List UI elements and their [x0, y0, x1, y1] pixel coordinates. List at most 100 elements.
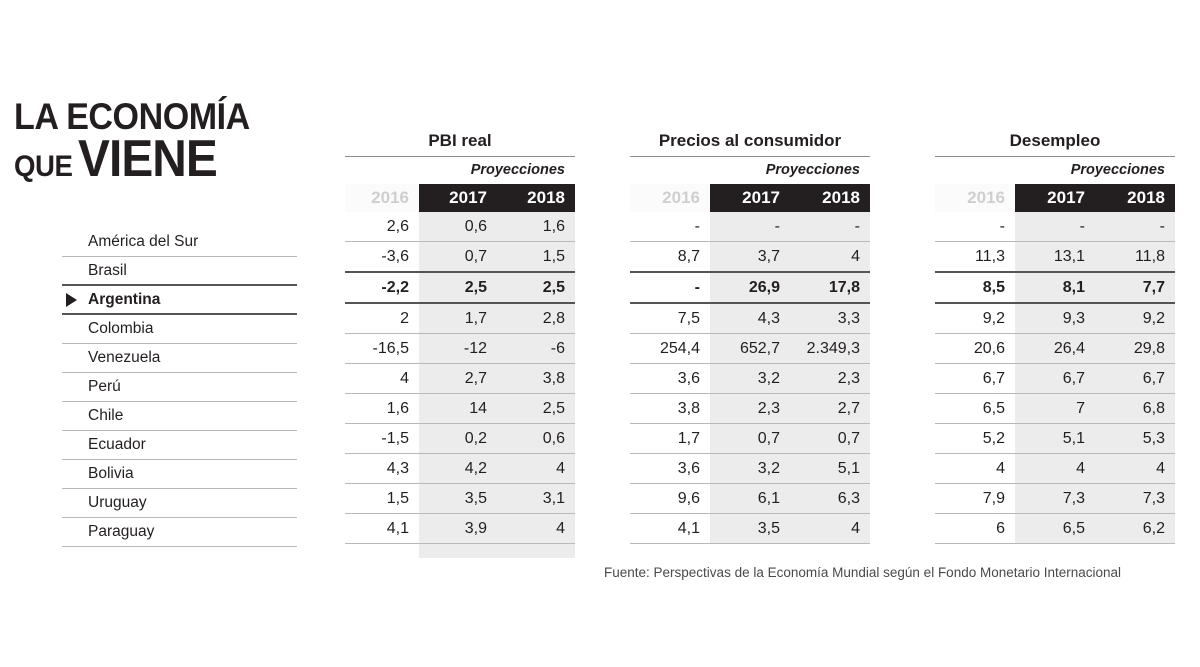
table-row: -16,5 -12 -6 — [345, 334, 575, 364]
data-cell: 3,7 — [757, 247, 780, 265]
table-row: 9,6 6,1 6,3 — [630, 484, 870, 514]
country-list: América del Sur Brasil Argentina Colombia Ve… — [62, 228, 297, 547]
data-cell: 6,8 — [1142, 399, 1165, 417]
data-cell: 6,7 — [1062, 369, 1085, 387]
data-cell: 9,6 — [677, 489, 700, 507]
data-block-pbi-real: PBI real Proyecciones 2016 2017 2018 2,6 0,6 1,… — [345, 130, 575, 558]
data-cell: 1,6 — [386, 399, 409, 417]
table-row: --- — [935, 212, 1175, 242]
data-cell: 6,1 — [757, 489, 780, 507]
table-row: 9,2 9,3 9,2 — [935, 304, 1175, 334]
block-title: Precios al consumidor — [658, 131, 842, 150]
data-cell: 4 — [851, 247, 860, 265]
country-name: América del Sur — [88, 233, 199, 250]
data-cell: 0,6 — [542, 429, 565, 447]
table-row: 1,5 3,5 3,1 — [345, 484, 575, 514]
header-rule — [935, 156, 1175, 157]
block-title: Desempleo — [1009, 131, 1101, 150]
data-cell: 8,7 — [677, 247, 700, 265]
country-row: Ecuador — [62, 431, 297, 460]
data-cell: 3,6 — [677, 369, 700, 387]
data-cell: - — [694, 217, 700, 235]
data-cell: -6 — [550, 339, 565, 357]
data-cell: 9,2 — [1142, 309, 1165, 327]
data-cell: 1,5 — [386, 489, 409, 507]
data-cell: 0,7 — [757, 429, 780, 447]
table-row: 20,6 26,4 29,8 — [935, 334, 1175, 364]
country-name: Bolivia — [88, 465, 134, 482]
data-cell: 7 — [1076, 399, 1085, 417]
data-cell: 3,5 — [464, 489, 487, 507]
projections-label: Proyecciones — [345, 157, 575, 184]
data-cell: 3,1 — [542, 489, 565, 507]
data-cell: 4,3 — [386, 459, 409, 477]
projections-text: Proyecciones — [1070, 162, 1165, 178]
column-header-2017: 2017 — [1015, 184, 1095, 212]
country-name: Venezuela — [88, 349, 161, 366]
table-row: 6,5 7 6,8 — [935, 394, 1175, 424]
country-row: Brasil — [62, 257, 297, 286]
projections-text: Proyecciones — [470, 162, 565, 178]
data-cell: 0,6 — [464, 217, 487, 235]
data-cell: - — [1079, 217, 1085, 235]
data-cell: 2,8 — [542, 309, 565, 327]
country-name: Uruguay — [88, 494, 147, 511]
table-row: --- — [630, 212, 870, 242]
column-header-2018: 2018 — [1095, 184, 1175, 212]
data-cell: 652,7 — [739, 339, 780, 357]
data-cell: 6,5 — [1062, 519, 1085, 537]
country-name: Paraguay — [88, 523, 155, 540]
data-cell: - — [774, 217, 780, 235]
data-cell: 3,5 — [757, 519, 780, 537]
table-row: 5,2 5,1 5,3 — [935, 424, 1175, 454]
headline-line-2: QUE VIENE — [14, 133, 308, 185]
data-cell: 14 — [469, 399, 487, 417]
year-header-row: 2016 2017 2018 — [345, 184, 575, 212]
country-row: Colombia — [62, 315, 297, 344]
header-rule — [630, 156, 870, 157]
table-row: 3,8 2,3 2,7 — [630, 394, 870, 424]
triangle-marker-icon — [66, 292, 77, 307]
projection-column-band — [710, 212, 870, 544]
data-rows: - - - 11,3 13,1 11,8 8,5 8,1 7,7 9,2 9,3 9,2 20,6 26,… — [935, 212, 1175, 544]
data-cell: - — [1159, 217, 1165, 235]
projections-label: Proyecciones — [630, 157, 870, 184]
year-header-row: 2016 2017 2018 — [630, 184, 870, 212]
data-cell: 5,1 — [837, 459, 860, 477]
table-row: 11,3 13,1 11,8 — [935, 242, 1175, 273]
data-cell: 3,9 — [464, 519, 487, 537]
data-cell: 8,1 — [1062, 278, 1085, 296]
data-cell: 4 — [996, 459, 1005, 477]
data-cell: 1,7 — [677, 429, 700, 447]
country-row: Bolivia — [62, 460, 297, 489]
data-cell: -16,5 — [372, 339, 409, 357]
data-cell: 6,7 — [1142, 369, 1165, 387]
table-row: 1,7 0,7 0,7 — [630, 424, 870, 454]
data-cell: 11,8 — [1135, 247, 1165, 265]
country-name: Argentina — [88, 290, 161, 308]
data-cell: 2,7 — [464, 369, 487, 387]
table-row: 254,4 652,7 2.349,3 — [630, 334, 870, 364]
country-row: América del Sur — [62, 228, 297, 257]
source-note: Fuente: Perspectivas de la Economía Mund… — [604, 565, 1122, 580]
projection-column-band — [419, 212, 575, 544]
data-cell: 13,1 — [1053, 247, 1085, 265]
column-header-2016: 2016 — [345, 184, 419, 212]
data-cell: -2,2 — [381, 278, 409, 296]
data-cell: 4 — [400, 369, 409, 387]
data-cell: 9,2 — [982, 309, 1005, 327]
table-row: 7,5 4,3 3,3 — [630, 304, 870, 334]
table-row: 1,6 14 2,5 — [345, 394, 575, 424]
data-block-precios-al-consumidor: Precios al consumidor Proyecciones 2016 201… — [630, 130, 870, 544]
data-cell: 2,6 — [386, 217, 409, 235]
data-cell: 2,3 — [757, 399, 780, 417]
data-cell: 7,5 — [677, 309, 700, 327]
data-cell: 2,5 — [464, 278, 487, 296]
country-row: Argentina — [62, 286, 297, 315]
data-cell: 4,1 — [677, 519, 700, 537]
year-header-row: 2016 2017 2018 — [935, 184, 1175, 212]
table-row: 6 6,5 6,2 — [935, 514, 1175, 544]
data-cell: 2,3 — [837, 369, 860, 387]
data-cell: 7,3 — [1062, 489, 1085, 507]
table-row: -1,5 0,2 0,6 — [345, 424, 575, 454]
